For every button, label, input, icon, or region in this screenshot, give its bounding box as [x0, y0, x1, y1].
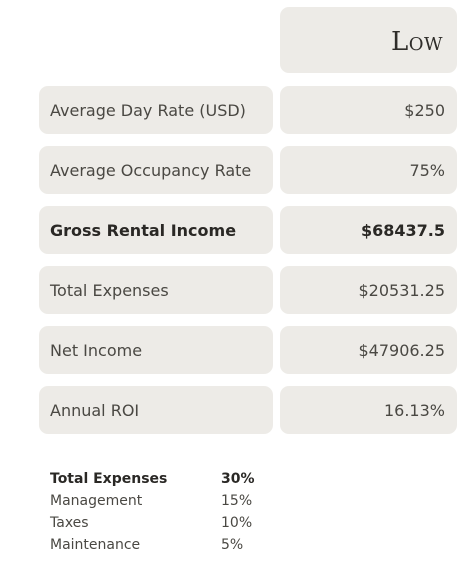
breakdown-item-value: 15% [221, 493, 253, 509]
breakdown-item-label: Management [50, 493, 143, 509]
row-label: Gross Rental Income [39, 206, 273, 254]
row-value: $68437.5 [280, 206, 457, 254]
row-total-expenses: Total Expenses $20531.25 [39, 266, 457, 314]
row-label: Average Occupancy Rate [39, 146, 273, 194]
breakdown-item-maintenance: Maintenance 5% [50, 534, 255, 556]
breakdown-item-value: 10% [221, 515, 253, 531]
row-average-occupancy-rate: Average Occupancy Rate 75% [39, 146, 457, 194]
row-label: Annual ROI [39, 386, 273, 434]
row-gross-rental-income: Gross Rental Income $68437.5 [39, 206, 457, 254]
row-annual-roi: Annual ROI 16.13% [39, 386, 457, 434]
row-label: Total Expenses [39, 266, 273, 314]
row-average-day-rate: Average Day Rate (USD) $250 [39, 86, 457, 134]
column-header-low: Low [280, 7, 457, 73]
row-value: 75% [280, 146, 457, 194]
breakdown-item-management: Management 15% [50, 490, 255, 512]
row-label: Net Income [39, 326, 273, 374]
breakdown-item-taxes: Taxes 10% [50, 512, 255, 534]
breakdown-item-label: Maintenance [50, 537, 141, 553]
metrics-table: Average Day Rate (USD) $250 Average Occu… [39, 86, 457, 446]
row-value: $20531.25 [280, 266, 457, 314]
breakdown-title-value: 30% [221, 471, 255, 487]
row-value: $47906.25 [280, 326, 457, 374]
expenses-breakdown: Total Expenses 30% Management 15% Taxes … [50, 468, 255, 556]
breakdown-header: Total Expenses 30% [50, 468, 255, 490]
breakdown-item-value: 5% [221, 537, 244, 553]
row-label: Average Day Rate (USD) [39, 86, 273, 134]
row-net-income: Net Income $47906.25 [39, 326, 457, 374]
column-title: Low [390, 27, 443, 57]
row-value: $250 [280, 86, 457, 134]
row-value: 16.13% [280, 386, 457, 434]
breakdown-title: Total Expenses [50, 471, 168, 487]
breakdown-item-label: Taxes [50, 515, 89, 531]
